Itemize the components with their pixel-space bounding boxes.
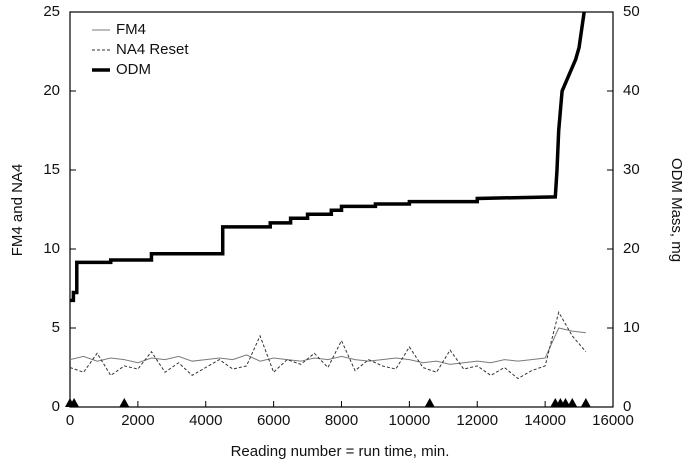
legend-label: NA4 Reset bbox=[116, 41, 189, 58]
event-marker bbox=[560, 398, 571, 407]
y-axis-label: FM4 and NA4 bbox=[9, 164, 26, 257]
y-tick-label: 10 bbox=[43, 240, 60, 257]
x-tick-label: 10000 bbox=[389, 412, 431, 429]
x-tick-label: 12000 bbox=[456, 412, 498, 429]
event-marker bbox=[567, 398, 578, 407]
legend-label: FM4 bbox=[116, 21, 146, 38]
y-tick-label: 15 bbox=[43, 161, 60, 178]
y2-tick-label: 40 bbox=[623, 82, 640, 99]
series-line bbox=[69, 327, 586, 365]
y-tick-label: 25 bbox=[43, 3, 60, 20]
y-tick-label: 5 bbox=[52, 319, 60, 336]
event-marker bbox=[580, 398, 591, 407]
x-tick-label: 6000 bbox=[257, 412, 290, 429]
event-marker bbox=[69, 398, 80, 407]
event-marker bbox=[119, 398, 130, 407]
x-tick-label: 0 bbox=[66, 412, 74, 429]
y2-axis-label: ODM Mass, mg bbox=[668, 158, 685, 262]
y-tick-label: 0 bbox=[52, 398, 60, 415]
x-tick-label: 14000 bbox=[524, 412, 566, 429]
y-tick-label: 20 bbox=[43, 82, 60, 99]
y2-tick-label: 30 bbox=[623, 161, 640, 178]
event-marker bbox=[424, 398, 435, 407]
y2-tick-label: 10 bbox=[623, 319, 640, 336]
y2-tick-label: 50 bbox=[623, 3, 640, 20]
y2-tick-label: 0 bbox=[623, 398, 631, 415]
legend-label: ODM bbox=[116, 61, 151, 78]
series-line bbox=[69, 310, 587, 380]
y2-tick-label: 20 bbox=[623, 240, 640, 257]
x-axis-label: Reading number = run time, min. bbox=[231, 443, 450, 460]
series-line bbox=[70, 11, 586, 303]
x-tick-label: 2000 bbox=[121, 412, 154, 429]
x-tick-label: 8000 bbox=[325, 412, 358, 429]
x-tick-label: 16000 bbox=[592, 412, 634, 429]
x-tick-label: 4000 bbox=[189, 412, 222, 429]
